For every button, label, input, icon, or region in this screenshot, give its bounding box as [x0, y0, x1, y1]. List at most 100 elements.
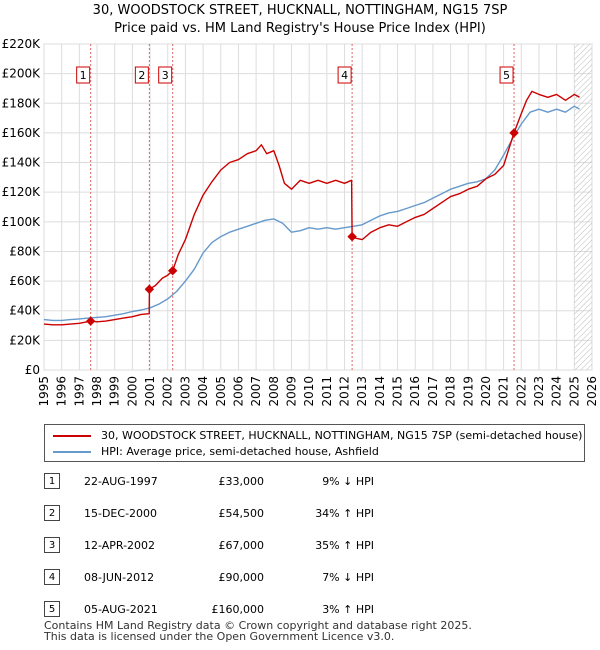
x-tick-label: 2004 [196, 376, 210, 407]
sale-date: 15-DEC-2000 [84, 507, 158, 520]
sale-marker [509, 128, 519, 138]
y-tick-label: £180K [2, 96, 42, 110]
footer: Contains HM Land Registry data © Crown c… [44, 620, 472, 642]
x-tick-label: 2015 [391, 376, 405, 407]
sale-badge-number: 4 [341, 69, 348, 82]
x-tick-label: 2025 [567, 376, 581, 407]
legend: 30, WOODSTOCK STREET, HUCKNALL, NOTTINGH… [44, 424, 585, 462]
x-tick-label: 2001 [143, 376, 157, 407]
x-tick-label: 2012 [338, 376, 352, 407]
x-axis-labels: 1995 1996 1997 1998 1999 2000 2001 2002 2003 2004… [37, 376, 599, 407]
table-row: 1 22-AUG-1997 £33,000 9% ↓ HPI [44, 473, 464, 490]
footer-line-2: This data is licensed under the Open Gov… [44, 630, 395, 643]
y-tick-label: £160K [2, 126, 42, 140]
property-series-line [43, 90, 580, 326]
x-tick-label: 2007 [249, 376, 263, 407]
y-tick-label: £80K [9, 244, 41, 258]
sale-hpi: 35% ↑ HPI [315, 539, 374, 552]
legend-swatch-red [53, 435, 91, 437]
sale-badge-box [499, 66, 514, 84]
x-tick-label: 2019 [461, 376, 475, 407]
x-tick-label: 2026 [585, 376, 599, 407]
sale-badge-box [158, 66, 173, 84]
table-row: 4 08-JUN-2012 £90,000 7% ↓ HPI [44, 569, 464, 586]
x-tick-label: 2017 [426, 376, 440, 407]
x-tick-label: 2003 [178, 376, 192, 407]
x-tick-label: 2018 [444, 376, 458, 407]
footer-line-1: Contains HM Land Registry data © Crown c… [44, 619, 472, 632]
y-tick-label: £40K [9, 304, 41, 318]
sale-date: 05-AUG-2021 [84, 603, 158, 616]
sale-badge-number: 2 [138, 69, 145, 82]
x-tick-label: 2024 [550, 376, 564, 407]
x-tick-label: 2014 [373, 376, 387, 407]
sale-number: 2 [44, 505, 60, 521]
y-tick-label: £100K [2, 215, 42, 229]
sale-hpi: 34% ↑ HPI [315, 507, 374, 520]
table-row: 2 15-DEC-2000 £54,500 34% ↑ HPI [44, 505, 464, 522]
x-tick-label: 2009 [284, 376, 298, 407]
legend-item-hpi: HPI: Average price, semi-detached house,… [53, 444, 379, 460]
sale-price: £54,500 [218, 507, 265, 520]
x-tick-label: 2000 [125, 376, 139, 407]
sale-date: 08-JUN-2012 [84, 571, 155, 584]
x-tick-label: 1996 [55, 376, 69, 407]
x-tick-label: 1997 [72, 376, 86, 407]
x-tick-label: 2020 [479, 376, 493, 407]
plot-area [43, 43, 593, 371]
legend-swatch-blue [53, 451, 91, 453]
legend-item-property: 30, WOODSTOCK STREET, HUCKNALL, NOTTINGH… [53, 428, 582, 444]
sale-marker [347, 231, 357, 242]
y-tick-label: £0 [25, 363, 40, 377]
sale-badge-number: 3 [162, 69, 169, 82]
x-tick-label: 2008 [267, 376, 281, 407]
legend-label-property: 30, WOODSTOCK STREET, HUCKNALL, NOTTINGH… [101, 429, 583, 442]
sale-hpi: 9% ↓ HPI [322, 475, 374, 488]
y-tick-label: £60K [9, 274, 41, 288]
sale-price: £67,000 [218, 539, 265, 552]
sale-price: £33,000 [218, 475, 265, 488]
sale-hpi: 7% ↓ HPI [322, 571, 374, 584]
y-tick-label: £220K [2, 37, 42, 51]
chart-title: 30, WOODSTOCK STREET, HUCKNALL, NOTTINGH… [0, 2, 600, 38]
series-lines [43, 90, 580, 326]
projection-hatch [574, 44, 592, 370]
sale-badges: 1 2 3 4 5 [76, 66, 514, 84]
x-tick-label: 1998 [90, 376, 104, 407]
legend-label-hpi: HPI: Average price, semi-detached house,… [101, 445, 379, 458]
price-chart: £0 £20K £40K £60K £80K £100K £120K £140K £160K £1… [2, 37, 599, 407]
table-row: 5 05-AUG-2021 £160,000 3% ↑ HPI [44, 601, 464, 618]
sale-number: 3 [44, 537, 60, 553]
y-tick-label: £120K [2, 185, 42, 199]
sale-marker [167, 266, 178, 276]
x-tick-label: 2010 [302, 376, 316, 407]
x-tick-label: 2013 [355, 376, 369, 407]
title-line-1: 30, WOODSTOCK STREET, HUCKNALL, NOTTINGH… [92, 3, 508, 18]
y-tick-label: £20K [9, 333, 41, 347]
x-tick-label: 2005 [214, 376, 228, 407]
table-row: 3 12-APR-2002 £67,000 35% ↑ HPI [44, 537, 464, 554]
sale-markers [85, 128, 519, 326]
y-axis-labels: £0 £20K £40K £60K £80K £100K £120K £140K £160K £1… [2, 37, 42, 377]
x-tick-label: 2023 [532, 376, 546, 407]
sale-marker [85, 316, 96, 326]
sale-price: £160,000 [211, 603, 265, 616]
sale-marker [144, 284, 155, 294]
sale-number: 1 [44, 473, 60, 489]
x-tick-label: 2016 [408, 376, 422, 407]
x-tick-label: 1995 [37, 376, 51, 407]
title-line-2: Price paid vs. HM Land Registry's House … [114, 21, 486, 36]
sale-date: 12-APR-2002 [84, 539, 156, 552]
sale-number: 4 [44, 569, 60, 585]
x-tick-label: 2021 [497, 376, 511, 407]
x-tick-label: 2011 [320, 376, 334, 407]
x-tick-label: 2022 [514, 376, 528, 407]
sale-badge-box [134, 66, 149, 84]
sale-badge-number: 5 [503, 69, 510, 82]
sale-badge-number: 1 [80, 69, 87, 82]
sale-badge-box [337, 66, 352, 84]
sale-badge-box [76, 66, 91, 84]
sale-hpi: 3% ↑ HPI [322, 603, 374, 616]
x-tick-label: 2002 [161, 376, 175, 407]
y-tick-label: £140K [2, 156, 42, 170]
